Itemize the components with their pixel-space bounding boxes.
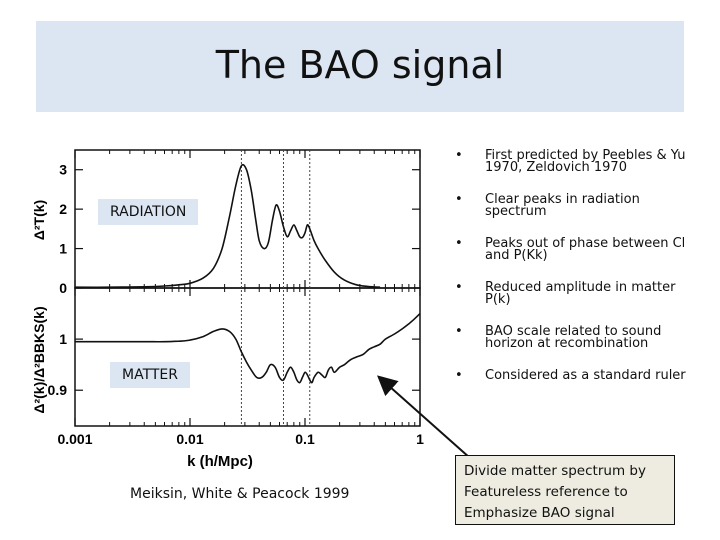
panel-frame-2 [74,287,421,427]
title-band: The BAO signal [36,21,684,112]
slide-title: The BAO signal [215,43,505,87]
y-tick-label: 0.9 [48,382,68,398]
x-tick-label: 0.001 [57,431,92,447]
series-line-panel-1 [74,163,381,289]
y-tick-label: 0 [59,280,67,296]
bullet-item: Considered as a standard ruler [455,369,705,414]
x-axis-label: k (h/Mpc) [187,453,253,470]
bullet-item: Peaks out of phase between Cl and P(Kk) [455,237,705,282]
bullet-item: Reduced amplitude in matter P(k) [455,281,705,326]
power-spectrum-figure: 0.001 0.01 0.1 1 0 1 2 3 0.9 1 k (h/Mpc) Δ²T(k) Δ… [31,149,424,470]
y-axis-label-top: Δ²T(k) [31,200,47,240]
bullet-item: First predicted by Peebles & Yu 1970, Ze… [455,149,705,194]
x-tick-label: 1 [416,431,424,447]
bullet-item: Clear peaks in radiation spectrum [455,193,705,238]
y-tick-label: 2 [59,201,67,217]
matter-label: MATTER [110,362,190,388]
y-tick-label: 1 [59,331,67,347]
y-tick-label: 3 [59,162,67,178]
bullet-list: First predicted by Peebles & Yu 1970, Ze… [455,149,705,414]
x-tick-label: 0.01 [176,431,203,447]
figure-citation: Meiksin, White & Peacock 1999 [130,486,350,502]
y-axis-label-bottom: Δ²(k)/Δ²BBKS(k) [31,306,47,413]
x-tick-label: 0.1 [295,431,315,447]
arrow-line [377,375,471,459]
bullet-item: BAO scale related to sound horizon at re… [455,325,705,370]
callout-box: Divide matter spectrum by Featureless re… [455,455,675,525]
radiation-label: RADIATION [98,199,199,225]
y-tick-label: 1 [59,241,67,257]
series-line-panel-2 [75,313,421,384]
